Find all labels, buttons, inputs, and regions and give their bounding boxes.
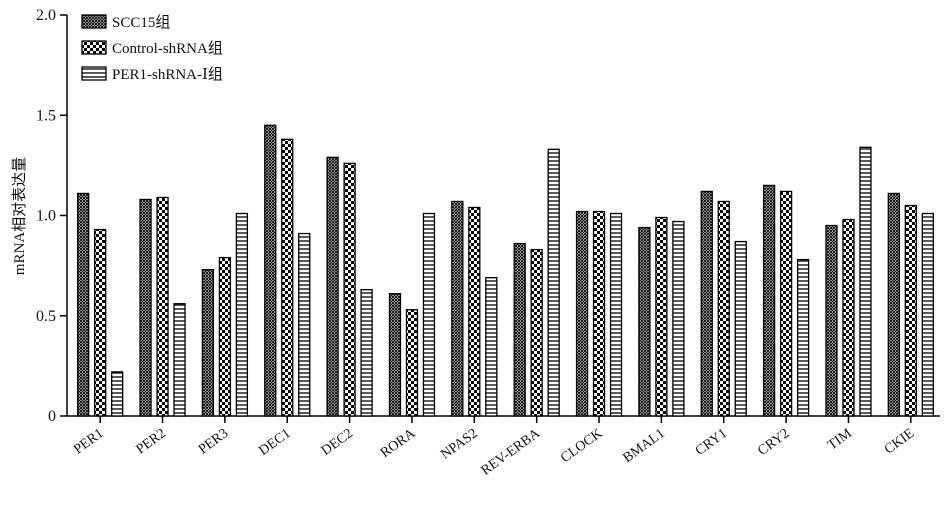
bar-clock-series-3: [609, 212, 623, 417]
bar-clock-series-2: [592, 210, 606, 417]
legend: SCC15组 Control-shRNA组 PER1-shRNA-Ⅰ组: [81, 14, 223, 83]
bar-dec1-series-2: [281, 138, 294, 417]
x-tick-label: CRY2: [755, 426, 792, 459]
bar-dec1-series-1: [264, 124, 277, 417]
x-tick-label: REV-ERBA: [479, 426, 544, 479]
legend-label: SCC15组: [112, 14, 170, 31]
bar-tim-series-1: [825, 224, 838, 417]
bar-rev-erba-series-2: [530, 248, 543, 417]
y-tick-label: 2.0: [36, 7, 56, 24]
bar-dec2-series-1: [326, 156, 339, 417]
bar-per1-series-2: [94, 228, 107, 417]
x-tick-label: DEC2: [319, 426, 356, 459]
bar-per1-series-1: [77, 192, 90, 417]
bar-ckie-series-2: [904, 204, 917, 417]
bar-rora-series-1: [388, 293, 402, 417]
y-tick-label: 1.5: [36, 107, 56, 124]
bar-cry2-series-1: [762, 184, 776, 417]
bar-dec2-series-2: [343, 162, 356, 417]
y-axis-label: mRNA相对表达量: [11, 157, 28, 275]
legend-swatch: [81, 14, 107, 29]
bar-cry2-series-2: [779, 190, 793, 417]
bar-bmal1-series-2: [655, 216, 668, 417]
bar-per2-series-3: [173, 303, 186, 417]
x-tick-label: CKIE: [882, 426, 917, 457]
bar-cry2-series-3: [796, 258, 810, 417]
legend-swatch: [81, 40, 107, 55]
bar-npas2-series-2: [468, 206, 481, 417]
bars: [77, 124, 934, 417]
x-tick-label: PER3: [196, 426, 231, 457]
bar-tim-series-2: [842, 218, 855, 417]
bar-cry1-series-2: [717, 200, 730, 417]
bar-bmal1-series-3: [672, 220, 685, 417]
x-tick-label: NPAS2: [438, 426, 480, 463]
bar-per3-series-1: [201, 268, 215, 417]
x-tick-label: TIM: [825, 426, 855, 454]
bar-cry1-series-3: [734, 240, 747, 417]
bar-per3-series-3: [235, 212, 249, 417]
y-tick-label: 1.0: [36, 208, 56, 225]
bar-dec1-series-3: [298, 232, 311, 417]
x-tick-label: CLOCK: [558, 426, 605, 466]
bar-ckie-series-3: [921, 212, 934, 417]
bar-dec2-series-3: [360, 289, 373, 417]
bar-per2-series-1: [139, 198, 152, 417]
bar-rora-series-3: [422, 212, 436, 417]
x-tick-label: DEC1: [256, 426, 293, 459]
y-axis: 0 0.5 1.0 1.5 2.0: [36, 7, 68, 425]
x-tick-label: CRY1: [693, 426, 730, 459]
y-tick-label: 0.5: [36, 308, 56, 325]
bar-bmal1-series-1: [638, 226, 651, 417]
legend-label: Control-shRNA组: [112, 40, 223, 57]
bar-per2-series-2: [156, 196, 169, 417]
y-tick-label: 0: [48, 408, 56, 425]
bar-cry1-series-1: [700, 190, 713, 417]
x-tick-label: PER2: [134, 426, 169, 457]
legend-swatch: [81, 66, 107, 81]
bar-rora-series-2: [405, 309, 419, 417]
bar-rev-erba-series-1: [513, 242, 526, 417]
bar-rev-erba-series-3: [547, 148, 560, 417]
bar-ckie-series-1: [887, 192, 900, 417]
legend-label: PER1-shRNA-Ⅰ组: [112, 66, 223, 83]
bar-tim-series-3: [859, 146, 872, 417]
bar-per1-series-3: [111, 371, 124, 417]
bar-per3-series-2: [218, 256, 232, 417]
bar-clock-series-1: [575, 210, 589, 417]
bar-npas2-series-3: [485, 277, 498, 417]
bar-npas2-series-1: [451, 200, 464, 417]
x-tick-label: RORA: [378, 426, 419, 462]
x-tick-label: BMAL1: [621, 426, 668, 466]
x-tick-label: PER1: [71, 426, 106, 457]
